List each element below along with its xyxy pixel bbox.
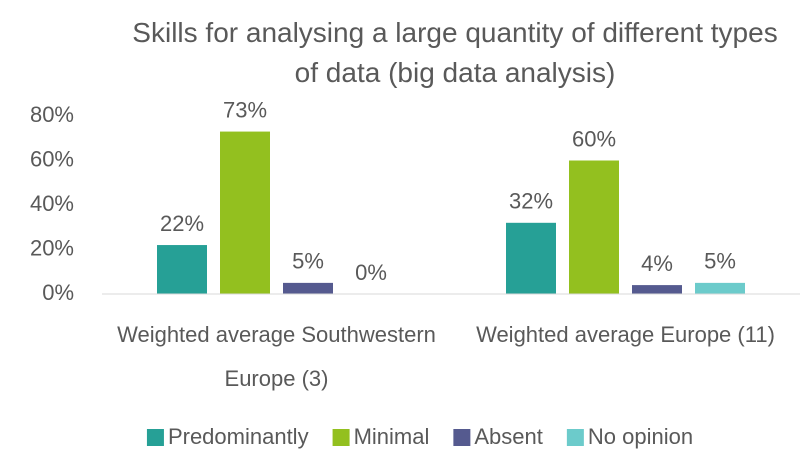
data-label: 60% [572,126,616,151]
data-label: 73% [223,97,267,122]
legend-label: Absent [474,424,543,449]
legend-label: Minimal [354,424,430,449]
y-tick-label: 40% [30,191,74,216]
legend-swatch [453,429,471,446]
legend-label: No opinion [588,424,693,449]
data-label: 32% [509,189,553,214]
data-label: 22% [160,211,204,236]
bar [220,131,270,294]
legend-label: Predominantly [168,424,309,449]
data-label: 4% [641,251,673,276]
bar [157,245,207,294]
legend: Predominantly Minimal Absent No opinion [146,424,693,449]
data-label: 5% [292,249,324,274]
bar [283,282,333,294]
chart-title: Skills for analysing a large quantity of… [132,17,777,88]
data-label: 0% [355,260,387,285]
y-tick-label: 20% [30,235,74,260]
y-tick-label: 0% [42,280,74,305]
data-label: 5% [704,249,736,274]
legend-swatch [146,429,164,446]
x-tick-label: Weighted average Southwestern Europe (3) [117,322,436,391]
x-tick-label: Weighted average Europe (11) [476,322,775,347]
bar [632,285,682,294]
y-tick-label: 80% [30,102,74,127]
bar [569,160,619,294]
legend-swatch [332,429,350,446]
bar [506,222,556,294]
bar [695,282,745,294]
y-tick-label: 60% [30,146,74,171]
legend-swatch [566,429,584,446]
